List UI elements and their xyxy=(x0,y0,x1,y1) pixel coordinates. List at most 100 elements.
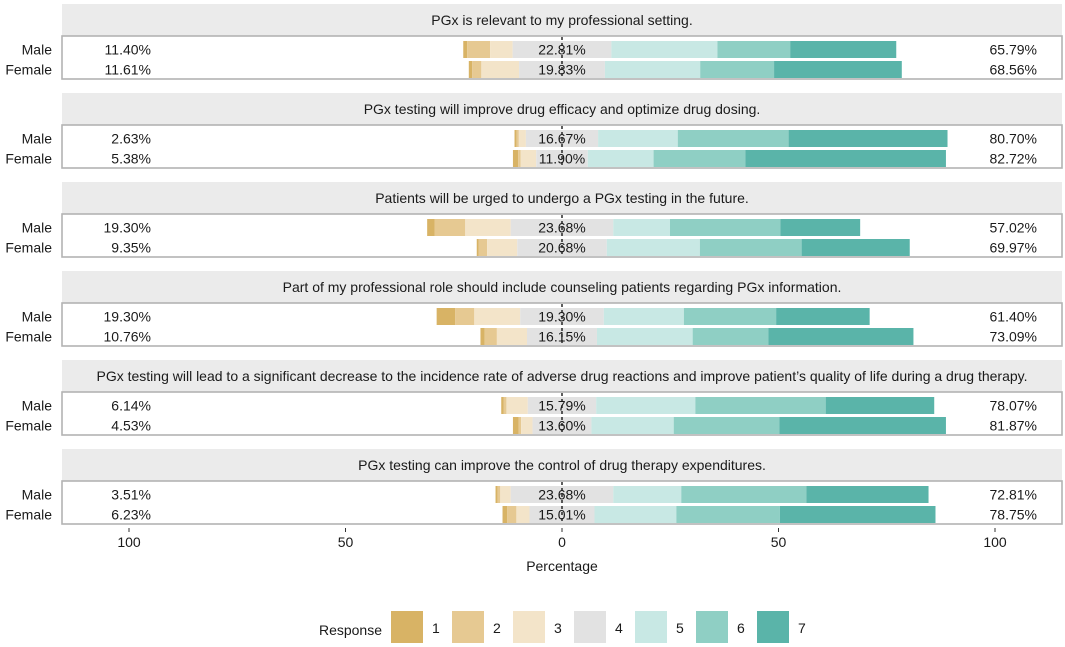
legend-item: 4 xyxy=(574,611,623,643)
legend-item: 2 xyxy=(452,611,501,643)
bar-segment-6 xyxy=(692,328,769,345)
high-percent-label: 73.09% xyxy=(990,329,1037,345)
bar-segment-1 xyxy=(480,328,485,345)
low-percent-label: 4.53% xyxy=(111,418,151,434)
bar-segment-5 xyxy=(604,61,701,78)
bar-segment-7 xyxy=(779,506,936,523)
bar-segment-5 xyxy=(606,239,700,256)
bar-segment-6 xyxy=(717,41,791,58)
bar-segment-5 xyxy=(598,130,678,147)
facet-panel: PGx testing will lead to a significant d… xyxy=(5,360,1063,436)
bar-segment-5 xyxy=(613,219,670,236)
low-percent-label: 2.63% xyxy=(111,131,151,147)
high-percent-label: 78.75% xyxy=(990,507,1037,523)
legend-label: 7 xyxy=(798,620,806,636)
bar-segment-6 xyxy=(676,506,780,523)
strip-background xyxy=(62,182,1062,214)
bar-segment-7 xyxy=(745,150,946,167)
bar-segment-6 xyxy=(653,150,746,167)
bar-segment-5 xyxy=(587,150,654,167)
bar-segment-1 xyxy=(512,150,519,167)
strip-background xyxy=(62,449,1062,481)
legend-label: 4 xyxy=(615,620,623,636)
x-axis-title: Percentage xyxy=(526,558,598,574)
panel-title: PGx testing can improve the control of d… xyxy=(358,457,766,473)
bar-segment-2 xyxy=(478,239,488,256)
bar-segment-6 xyxy=(677,130,789,147)
bar-segment-7 xyxy=(825,397,935,414)
bar-segment-5 xyxy=(594,506,677,523)
panels-layer: PGx is relevant to my professional setti… xyxy=(5,4,1063,525)
x-tick-label: 100 xyxy=(117,534,141,550)
bar-segment-3 xyxy=(487,239,518,256)
bar-segment-2 xyxy=(507,506,517,523)
legend-key xyxy=(574,611,606,643)
bar-segment-6 xyxy=(695,397,826,414)
bar-segment-2 xyxy=(497,486,501,503)
high-percent-label: 57.02% xyxy=(990,220,1037,236)
panel-title: PGx testing will lead to a significant d… xyxy=(96,368,1027,384)
bar-segment-1 xyxy=(512,417,519,434)
bar-segment-3 xyxy=(500,486,511,503)
row-label: Male xyxy=(22,398,53,414)
legend-key xyxy=(391,611,423,643)
bar-segment-2 xyxy=(518,150,521,167)
facet-panel: PGx testing can improve the control of d… xyxy=(5,449,1063,525)
bar-segment-3 xyxy=(516,506,530,523)
bar-segment-3 xyxy=(518,130,526,147)
high-percent-label: 82.72% xyxy=(990,151,1037,167)
bar-segment-7 xyxy=(768,328,914,345)
legend-label: 6 xyxy=(737,620,745,636)
row-label: Male xyxy=(22,487,53,503)
row-label: Female xyxy=(5,62,52,78)
legend-key xyxy=(635,611,667,643)
legend-item: 3 xyxy=(513,611,562,643)
bar-segment-6 xyxy=(700,61,775,78)
bar-segment-3 xyxy=(506,397,528,414)
row-label: Male xyxy=(22,131,53,147)
low-percent-label: 11.40% xyxy=(105,42,151,58)
bar-segment-1 xyxy=(468,61,473,78)
legend-label: 2 xyxy=(493,620,501,636)
bar-segment-2 xyxy=(434,219,466,236)
bar-segment-1 xyxy=(502,506,508,523)
facet-panel: PGx testing will improve drug efficacy a… xyxy=(5,93,1063,169)
bar-segment-1 xyxy=(501,397,504,414)
low-percent-label: 11.61% xyxy=(105,62,151,78)
legend-item: 7 xyxy=(757,611,806,643)
bar-segment-2 xyxy=(472,61,482,78)
low-percent-label: 6.14% xyxy=(111,398,151,414)
high-percent-label: 61.40% xyxy=(990,309,1037,325)
high-percent-label: 65.79% xyxy=(990,42,1037,58)
high-percent-label: 69.97% xyxy=(990,240,1037,256)
legend-key xyxy=(757,611,789,643)
bar-segment-5 xyxy=(596,328,693,345)
bar-segment-2 xyxy=(516,130,519,147)
low-percent-label: 6.23% xyxy=(111,507,151,523)
bar-segment-7 xyxy=(780,219,861,236)
row-label: Female xyxy=(5,151,52,167)
legend-title: Response xyxy=(319,622,382,638)
row-label: Male xyxy=(22,42,53,58)
high-percent-label: 72.81% xyxy=(990,487,1037,503)
low-percent-label: 10.76% xyxy=(104,329,151,345)
panel-title: Part of my professional role should incl… xyxy=(283,279,842,295)
x-tick-label: 50 xyxy=(338,534,354,550)
row-label: Female xyxy=(5,329,52,345)
legend-label: 5 xyxy=(676,620,684,636)
bar-segment-7 xyxy=(774,61,902,78)
x-tick-label: 50 xyxy=(771,534,787,550)
facet-panel: Part of my professional role should incl… xyxy=(5,271,1063,347)
bar-segment-7 xyxy=(790,41,897,58)
legend-label: 1 xyxy=(432,620,440,636)
row-label: Female xyxy=(5,507,52,523)
low-percent-label: 3.51% xyxy=(111,487,151,503)
bar-segment-1 xyxy=(427,219,435,236)
bar-segment-2 xyxy=(467,41,491,58)
strip-background xyxy=(62,93,1062,125)
legend-item: 1 xyxy=(391,611,440,643)
high-percent-label: 78.07% xyxy=(990,398,1037,414)
bar-segment-3 xyxy=(490,41,513,58)
row-label: Male xyxy=(22,220,53,236)
legend-key xyxy=(513,611,545,643)
